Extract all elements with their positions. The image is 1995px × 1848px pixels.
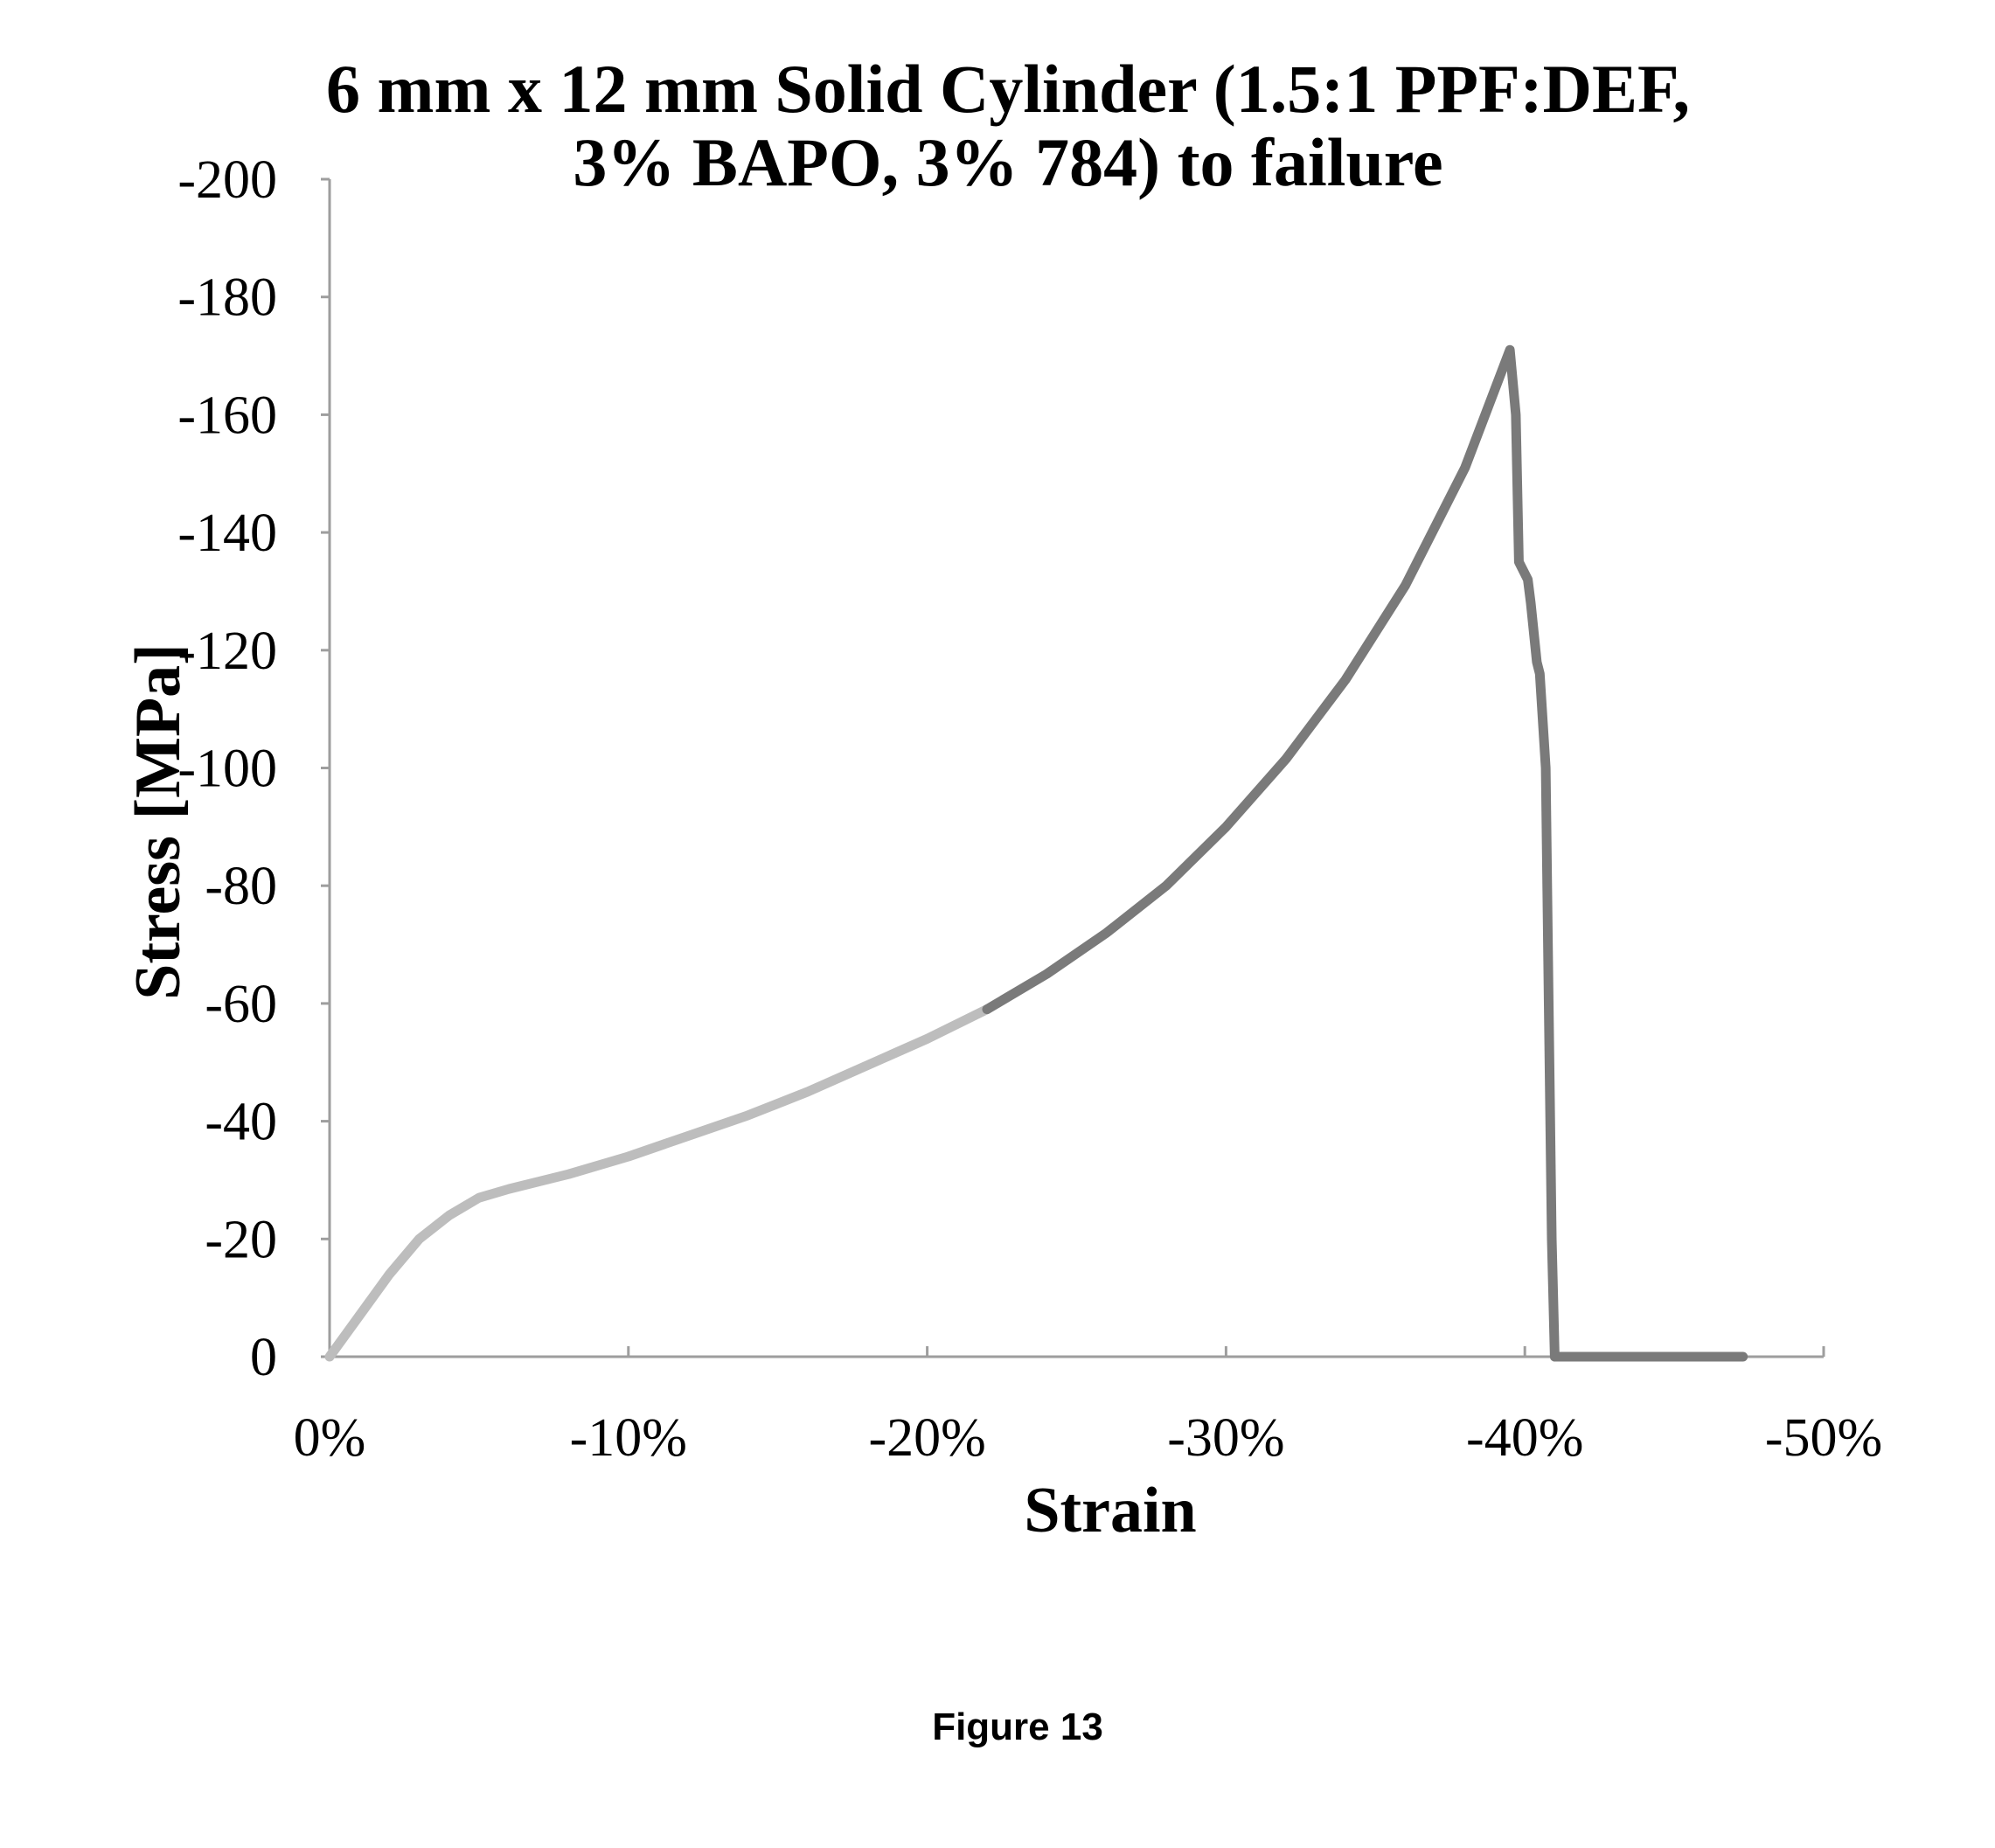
y-tick-label: -60 <box>205 975 277 1034</box>
y-tick-label: -120 <box>177 622 277 681</box>
y-tick-label: -80 <box>205 857 277 916</box>
series-line-1 <box>324 1004 992 1362</box>
y-axis-ticks: 0 -20 -40 -60 -80 -100 -120 -140 -160 -180 -200 <box>177 150 330 1387</box>
x-tick-label: -30% <box>1167 1408 1284 1468</box>
x-tick-label: -40% <box>1466 1408 1583 1468</box>
y-axis-title: Stress [MPa] <box>122 643 194 1000</box>
y-tick-label: -180 <box>177 268 277 328</box>
y-tick-label: -160 <box>177 386 277 445</box>
y-tick-label: -40 <box>205 1093 277 1152</box>
x-tick-label: -50% <box>1765 1408 1882 1468</box>
y-tick-label: -140 <box>177 504 277 563</box>
x-tick-label: -20% <box>868 1408 985 1468</box>
y-tick-label: -100 <box>177 740 277 799</box>
x-tick-label: 0% <box>294 1408 366 1468</box>
chart-title-line-2: 3% BAPO, 3% 784) to failure <box>573 124 1442 200</box>
figure-caption: Figure 13 <box>932 1706 1103 1748</box>
x-tick-label: -10% <box>570 1408 687 1468</box>
plot-area: 0 -20 -40 -60 -80 -100 -120 -140 -160 -180 -200 0%… <box>177 150 1882 1468</box>
y-tick-label: -200 <box>177 150 277 210</box>
series-line-2 <box>982 344 1748 1362</box>
x-axis-title: Strain <box>1024 1475 1196 1546</box>
y-tick-label: -20 <box>205 1210 277 1269</box>
x-axis-ticks: 0% -10% -20% -30% -40% -50% <box>294 1346 1882 1468</box>
chart-title-line-1: 6 mm x 12 mm Solid Cylinder (1.5:1 PPF:D… <box>326 51 1690 127</box>
series-layer <box>324 344 1748 1362</box>
y-tick-label: 0 <box>250 1328 277 1387</box>
